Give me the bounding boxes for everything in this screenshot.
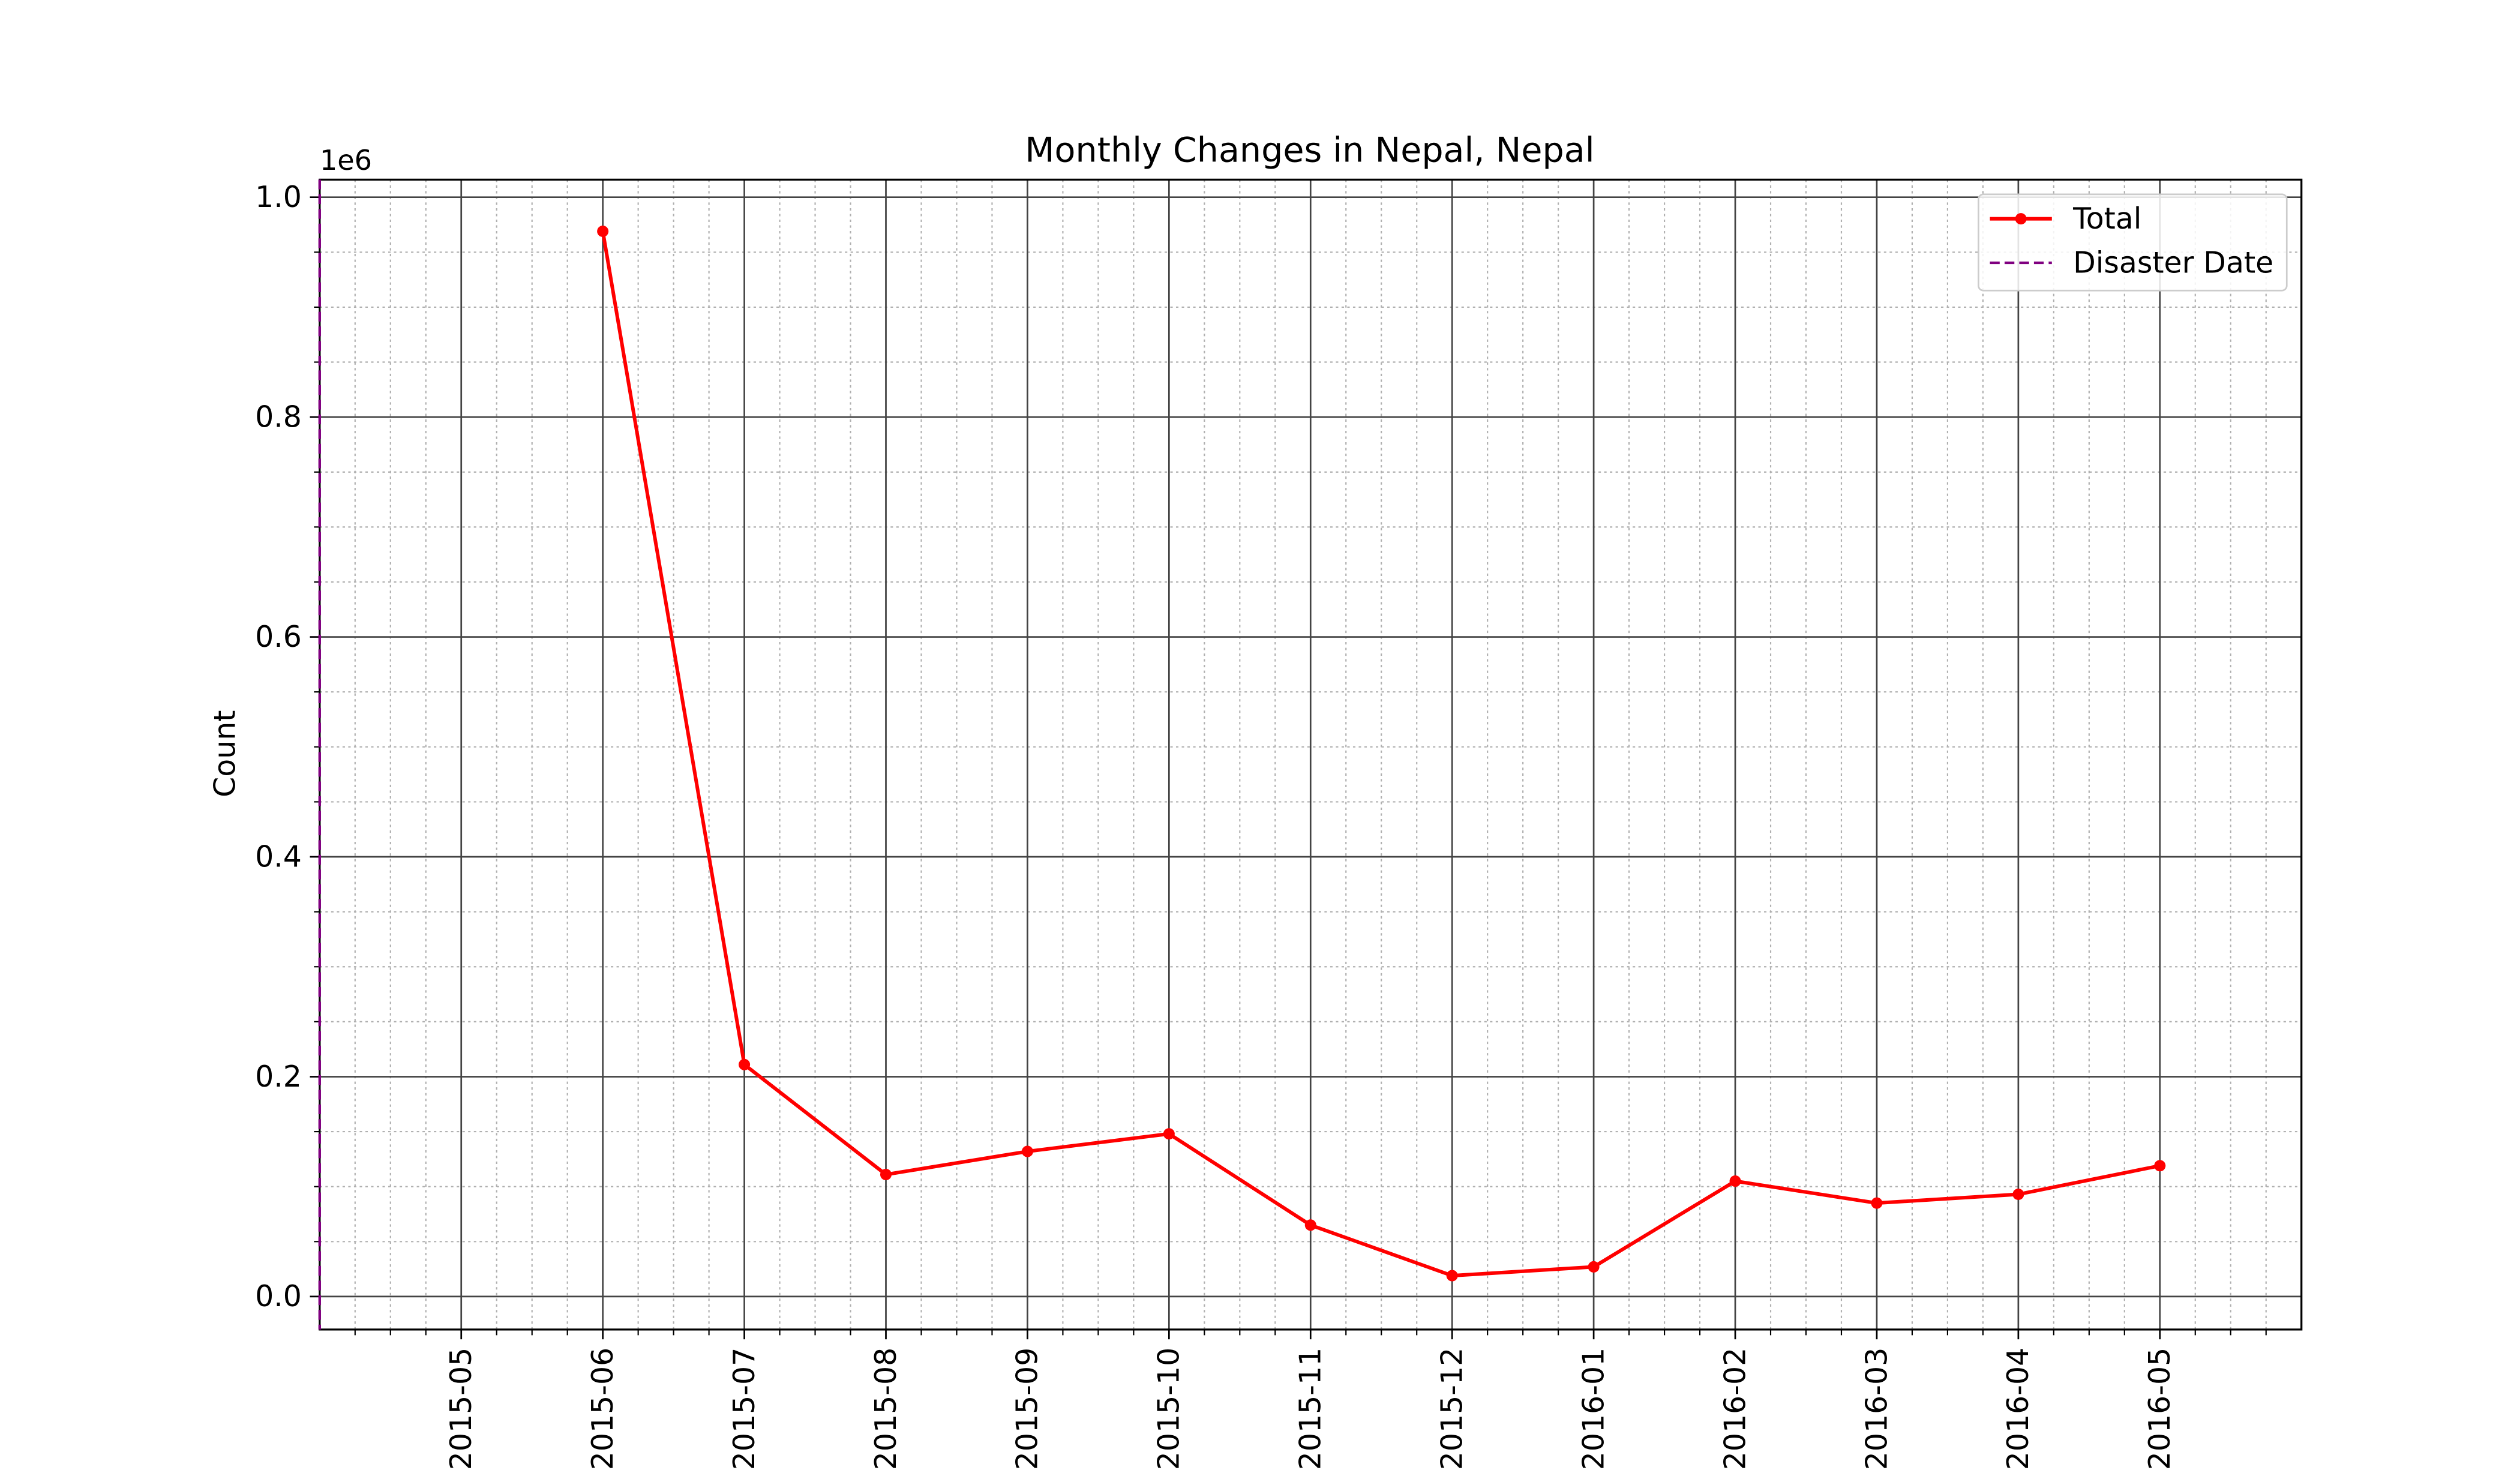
x-tick-label: 2016-04 xyxy=(2001,1348,2035,1470)
x-tick-label: 2015-05 xyxy=(444,1348,478,1470)
legend-box xyxy=(1978,193,2288,292)
x-tick-label: 2015-09 xyxy=(1010,1348,1045,1470)
chart-title: Monthly Changes in Nepal, Nepal xyxy=(1025,130,1594,170)
data-point xyxy=(1729,1175,1741,1187)
y-axis-label: Count xyxy=(208,710,242,797)
y-tick-label: 0.8 xyxy=(255,400,302,434)
data-line xyxy=(601,230,2161,1278)
x-tick-label: 2015-07 xyxy=(727,1348,761,1470)
legend-label: Total xyxy=(2072,202,2141,236)
x-tick-label: 2015-10 xyxy=(1152,1348,1186,1470)
y-offset-label: 1e6 xyxy=(320,144,372,176)
data-point xyxy=(1871,1197,1883,1209)
y-tick-label: 1.0 xyxy=(255,180,302,214)
x-tick-label: 2015-08 xyxy=(869,1348,903,1470)
x-tick-label: 2016-03 xyxy=(1859,1348,1894,1470)
data-point xyxy=(1304,1219,1316,1231)
y-tick-label: 0.4 xyxy=(255,839,302,874)
data-point xyxy=(739,1058,751,1070)
data-point xyxy=(1588,1261,1600,1273)
y-tick-label: 0.0 xyxy=(255,1279,302,1313)
data-point xyxy=(880,1169,892,1181)
y-tick-label: 0.2 xyxy=(255,1060,302,1094)
data-point xyxy=(1163,1128,1175,1140)
y-tick-label: 0.6 xyxy=(255,620,302,654)
data-point xyxy=(2012,1188,2024,1201)
data-point xyxy=(597,225,609,237)
x-tick-label: 2015-06 xyxy=(586,1348,620,1470)
x-tick-label: 2015-12 xyxy=(1435,1348,1469,1470)
x-tick-label: 2016-01 xyxy=(1576,1348,1610,1470)
data-point xyxy=(1446,1270,1458,1282)
x-tick-label: 2015-11 xyxy=(1294,1348,1328,1470)
legend-label: Disaster Date xyxy=(2073,245,2273,280)
data-point xyxy=(2154,1160,2166,1172)
data-point xyxy=(1021,1145,1033,1157)
x-tick-label: 2016-05 xyxy=(2143,1348,2177,1470)
x-tick-label: 2016-02 xyxy=(1718,1348,1752,1470)
legend-swatch-marker xyxy=(2015,213,2027,225)
